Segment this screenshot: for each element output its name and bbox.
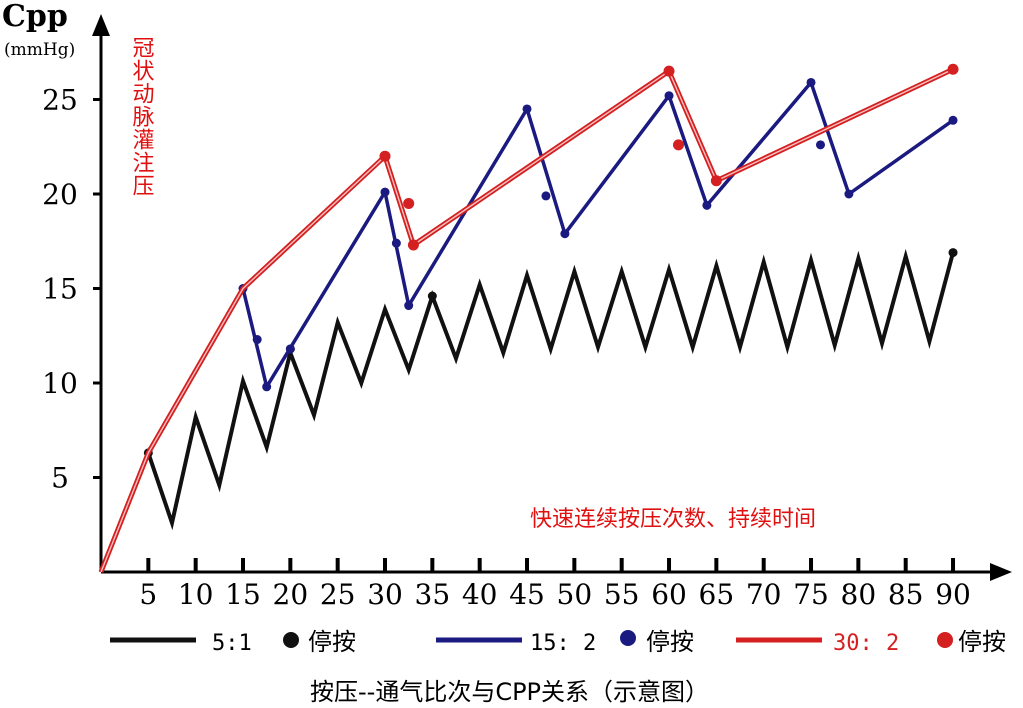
data-point xyxy=(427,291,437,301)
x-tick-label: 60 xyxy=(651,578,687,611)
legend: 5:1 停按 15: 2 停按 30: 2 停按 xyxy=(110,628,1006,656)
data-point xyxy=(522,104,532,114)
legend-label-30-2: 30: 2 xyxy=(833,631,899,656)
y-axis-label: Cpp xyxy=(2,0,68,34)
y-tick-label: 5 xyxy=(51,462,69,495)
y-tick-label: 10 xyxy=(42,367,78,400)
data-point xyxy=(806,77,816,87)
data-point xyxy=(663,65,675,77)
legend-marker-15-2 xyxy=(620,630,636,646)
y-tick-label: 20 xyxy=(42,178,78,211)
x-ticks: 5 10 15 20 25 30 35 40 45 50 55 60 65 70 75 80 85 90 xyxy=(139,558,971,611)
x-tick-label: 50 xyxy=(557,578,593,611)
series-line-highlight xyxy=(100,68,954,573)
data-point xyxy=(672,139,684,151)
chart-footer: 按压--通气比次与CPP关系（示意图） xyxy=(310,678,709,706)
legend-suffix-30-2: 停按 xyxy=(958,628,1006,656)
x-tick-label: 65 xyxy=(699,578,735,611)
data-point xyxy=(948,115,958,125)
x-tick-label: 20 xyxy=(273,578,309,611)
legend-suffix-5-1: 停按 xyxy=(308,628,356,656)
x-tick-label: 85 xyxy=(888,578,924,611)
y-ticks: 5 10 15 20 25 xyxy=(42,84,101,495)
data-point xyxy=(710,175,722,187)
data-point xyxy=(379,150,391,162)
data-point xyxy=(380,187,390,197)
legend-label-15-2: 15: 2 xyxy=(530,631,596,656)
x-tick-label: 75 xyxy=(793,578,829,611)
data-point xyxy=(947,63,959,75)
series-line-5-1 xyxy=(99,248,955,573)
data-point xyxy=(262,382,272,392)
legend-marker-30-2 xyxy=(937,632,953,648)
data-point xyxy=(403,197,415,209)
x-tick-label: 40 xyxy=(462,578,498,611)
legend-label-5-1: 5:1 xyxy=(212,631,252,656)
data-point xyxy=(664,91,674,101)
x-tick-label: 35 xyxy=(415,578,451,611)
x-tick-label: 55 xyxy=(604,578,640,611)
data-point xyxy=(252,335,262,345)
x-axis-label: 快速连续按压次数、持续时间 xyxy=(530,507,816,532)
axes xyxy=(92,14,1012,581)
y-axis-unit: (mmHg) xyxy=(4,40,75,60)
data-point xyxy=(844,189,854,199)
data-point xyxy=(948,248,958,258)
y-tick-label: 15 xyxy=(42,273,78,306)
series-30-2 xyxy=(98,63,959,573)
data-point xyxy=(404,301,414,311)
x-tick-label: 70 xyxy=(746,578,782,611)
x-tick-label: 5 xyxy=(139,578,157,611)
x-tick-label: 80 xyxy=(841,578,877,611)
x-tick-label: 25 xyxy=(320,578,356,611)
data-point xyxy=(407,239,419,251)
data-point xyxy=(702,200,712,210)
x-tick-label: 30 xyxy=(367,578,403,611)
y-tick-label: 25 xyxy=(42,84,78,117)
x-axis-arrow-icon xyxy=(990,563,1012,581)
data-point xyxy=(815,140,825,150)
y-axis-arrow-icon xyxy=(92,14,110,36)
y-axis-side-label: 冠状动脉灌注压 xyxy=(129,36,155,197)
x-tick-label: 10 xyxy=(178,578,214,611)
data-point xyxy=(285,344,295,354)
data-point xyxy=(391,238,401,248)
x-tick-label: 15 xyxy=(225,578,261,611)
data-point xyxy=(560,229,570,239)
x-tick-label: 45 xyxy=(509,578,545,611)
legend-marker-5-1 xyxy=(283,632,299,648)
series-layer xyxy=(98,63,959,573)
data-point xyxy=(541,191,551,201)
x-tick-label: 90 xyxy=(935,578,971,611)
legend-suffix-15-2: 停按 xyxy=(646,628,694,656)
